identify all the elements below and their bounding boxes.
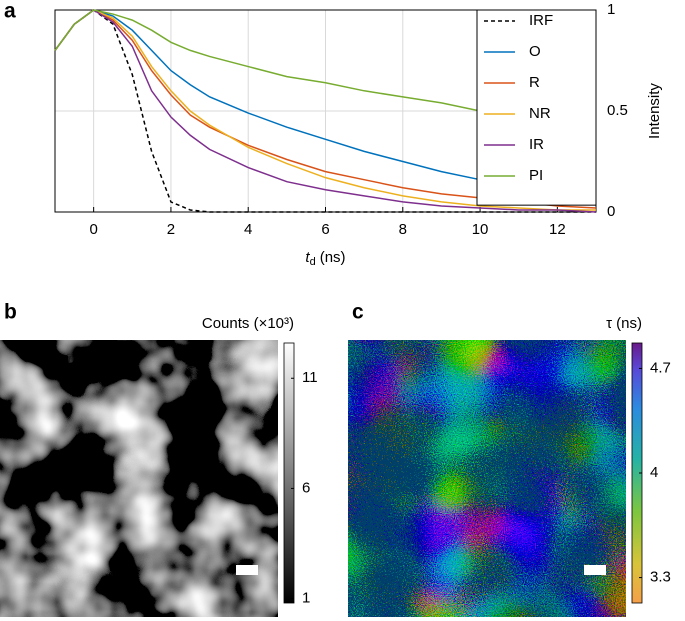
- colorbar: [283, 342, 295, 604]
- x-axis-label: td (ns): [305, 249, 345, 268]
- x-tick-label: 10: [472, 221, 489, 238]
- x-tick-label: 8: [399, 221, 407, 238]
- colorbar-tick-label: 3.3: [650, 569, 671, 586]
- image-panel: c 4.7 4 3.3 τ (ns): [348, 301, 671, 617]
- y-tick-label: 1: [607, 1, 615, 18]
- x-tick-label: 4: [244, 221, 252, 238]
- legend-box: [476, 9, 597, 206]
- x-label-unit: (ns): [320, 249, 346, 266]
- legend: IRF OR NR IR PI: [476, 9, 597, 206]
- panel-label: b: [4, 301, 17, 324]
- colorbar-tick-label: 6: [302, 479, 310, 496]
- x-label-symbol: t: [305, 249, 310, 266]
- series-line: [54, 9, 596, 211]
- y-tick-label: 0.5: [607, 102, 628, 119]
- y-axis-label: Intensity: [646, 83, 663, 139]
- legend-label: O: [529, 43, 541, 60]
- scale-bar: [584, 565, 606, 575]
- legend-label: R: [529, 74, 540, 91]
- x-label-subscript: d: [310, 256, 316, 268]
- legend-label: IR: [529, 136, 544, 153]
- x-tick-label: 0: [89, 221, 97, 238]
- colorbar-tick-label: 11: [302, 369, 318, 386]
- colorbar-tick-label: 1: [302, 590, 310, 607]
- colorbar-label: τ (ns): [606, 315, 642, 332]
- line-chart: a 0 2 4 6 8 10 12 0 0.5 1 td (ns) Intensity IRF OR NR IR P…: [4, 0, 663, 268]
- scale-bar: [236, 565, 258, 575]
- legend-label: IRF: [529, 12, 553, 29]
- legend-label: PI: [529, 167, 543, 184]
- colorbar-tick-label: 4: [650, 464, 658, 481]
- colorbar-tick-label: 4.7: [650, 359, 671, 376]
- colorbar-label: Counts (×10³): [202, 315, 294, 332]
- series-line: [54, 9, 597, 213]
- panel-label: c: [352, 301, 364, 324]
- image: [348, 340, 626, 617]
- y-tick-label: 0: [607, 203, 615, 220]
- image-panel: b 11 6 1 Counts (×10³): [0, 301, 318, 617]
- series-line: [54, 9, 596, 213]
- x-tick-label: 6: [321, 221, 329, 238]
- panel-label: a: [4, 0, 16, 23]
- x-tick-label: 2: [167, 221, 175, 238]
- x-tick-label: 12: [549, 221, 566, 238]
- legend-label: NR: [529, 105, 551, 122]
- image: [0, 340, 278, 617]
